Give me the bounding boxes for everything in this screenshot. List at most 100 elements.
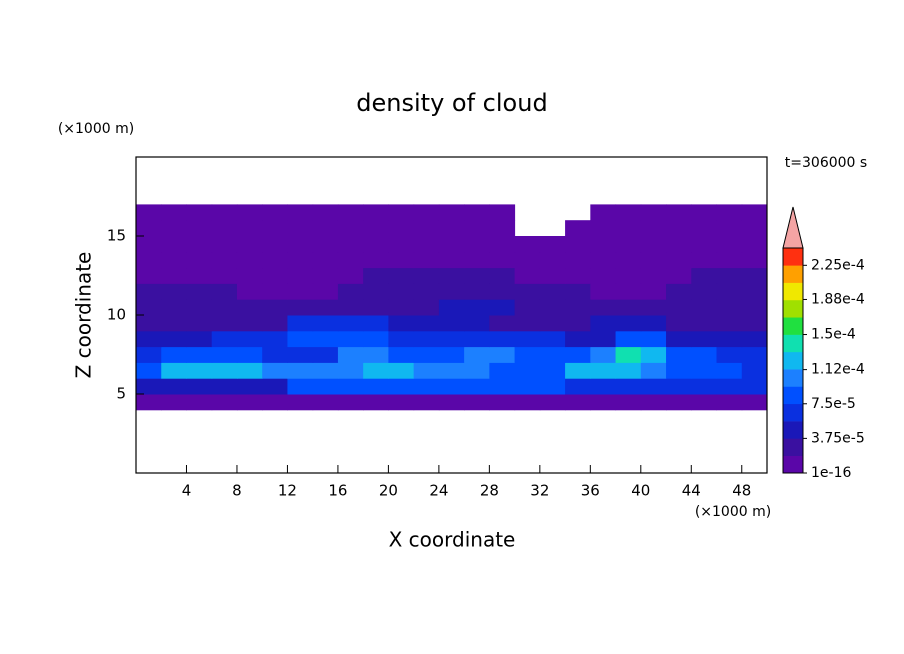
contour-cell bbox=[363, 204, 389, 221]
contour-cell bbox=[565, 220, 591, 237]
contour-cell bbox=[615, 283, 642, 300]
contour-cell bbox=[388, 330, 415, 348]
contour-cell bbox=[287, 362, 314, 379]
contour-cell bbox=[186, 220, 213, 237]
contour-cell bbox=[236, 267, 263, 284]
y-tick-label: 10 bbox=[107, 306, 126, 324]
contour-cell bbox=[211, 204, 238, 221]
contour-cell bbox=[211, 378, 238, 395]
contour-cell bbox=[388, 362, 415, 379]
contour-cell bbox=[186, 267, 213, 284]
contour-cell bbox=[413, 236, 440, 253]
contour-cell bbox=[514, 283, 541, 300]
contour-cell bbox=[388, 299, 415, 316]
contour-cell bbox=[565, 283, 591, 300]
contour-cell bbox=[539, 315, 566, 332]
contour-cell bbox=[413, 283, 440, 300]
contour-cell bbox=[741, 267, 768, 284]
contour-cell bbox=[136, 299, 162, 316]
contour-cell bbox=[438, 299, 465, 316]
contour-cell bbox=[514, 299, 541, 316]
chart-title: density of cloud bbox=[356, 89, 547, 117]
contour-cell bbox=[186, 283, 213, 300]
x-tick-label: 32 bbox=[530, 482, 549, 500]
contour-cell bbox=[615, 394, 642, 411]
contour-cell bbox=[312, 204, 339, 221]
contour-cell bbox=[363, 378, 389, 395]
contour-cell bbox=[236, 362, 263, 379]
contour-cell bbox=[464, 299, 490, 316]
contour-cell bbox=[211, 251, 238, 269]
contour-cell bbox=[514, 346, 541, 363]
contour-cell bbox=[640, 267, 667, 284]
contour-cell bbox=[236, 251, 263, 269]
contour-cell bbox=[514, 362, 541, 379]
contour-cell bbox=[186, 346, 213, 363]
contour-cell bbox=[337, 315, 364, 332]
contour-cell bbox=[161, 378, 187, 395]
contour-cell bbox=[640, 330, 667, 348]
contour-cell bbox=[741, 346, 768, 363]
contour-cell bbox=[464, 315, 490, 332]
contour-cell bbox=[741, 362, 768, 379]
contour-cell bbox=[590, 362, 617, 379]
contour-cell bbox=[363, 220, 389, 237]
contour-cell bbox=[464, 346, 490, 363]
contour-cell bbox=[716, 267, 743, 284]
contour-cell bbox=[691, 315, 718, 332]
contour-cell bbox=[438, 251, 465, 269]
contour-cell bbox=[539, 267, 566, 284]
contour-cell bbox=[236, 330, 263, 348]
contour-cell bbox=[741, 394, 768, 411]
colorbar-frame bbox=[782, 247, 804, 474]
contour-cell bbox=[236, 220, 263, 237]
contour-cell bbox=[186, 251, 213, 269]
contour-cell bbox=[262, 267, 288, 284]
contour-cell bbox=[565, 236, 591, 253]
contour-cell bbox=[464, 330, 490, 348]
contour-cell bbox=[413, 267, 440, 284]
contour-cell bbox=[312, 220, 339, 237]
contour-cell bbox=[363, 315, 389, 332]
contour-cell bbox=[312, 362, 339, 379]
contour-cell bbox=[666, 220, 692, 237]
contour-cell bbox=[413, 204, 440, 221]
contour-cell bbox=[211, 330, 238, 348]
contour-cell bbox=[186, 299, 213, 316]
contour-cell bbox=[287, 251, 314, 269]
contour-cell bbox=[539, 283, 566, 300]
contour-cell bbox=[312, 283, 339, 300]
contour-cell bbox=[186, 362, 213, 379]
contour-cell bbox=[363, 330, 389, 348]
contour-cell bbox=[186, 204, 213, 221]
contour-cell bbox=[211, 220, 238, 237]
contour-cell bbox=[363, 299, 389, 316]
y-tick-label: 15 bbox=[107, 227, 126, 245]
contour-cell bbox=[388, 346, 415, 363]
contour-cell bbox=[514, 251, 541, 269]
contour-cell bbox=[161, 346, 187, 363]
x-tick-label: 48 bbox=[732, 482, 751, 500]
contour-cell bbox=[161, 220, 187, 237]
contour-cell bbox=[539, 236, 566, 253]
contour-cell bbox=[337, 204, 364, 221]
y-tick-label: 5 bbox=[116, 385, 126, 403]
contour-cell bbox=[413, 220, 440, 237]
contour-cell bbox=[691, 236, 718, 253]
contour-cell bbox=[590, 267, 617, 284]
contour-cell bbox=[287, 346, 314, 363]
contour-cell bbox=[438, 315, 465, 332]
contour-cell bbox=[666, 362, 692, 379]
contour-cell bbox=[666, 251, 692, 269]
contour-cell bbox=[666, 299, 692, 316]
colorbar-band bbox=[783, 421, 803, 439]
contour-cell bbox=[363, 236, 389, 253]
contour-cell bbox=[640, 204, 667, 221]
contour-cell bbox=[615, 251, 642, 269]
colorbar-tick-label: 7.5e-5 bbox=[811, 396, 856, 412]
contour-cell bbox=[539, 378, 566, 395]
contour-cell bbox=[262, 378, 288, 395]
x-unit: (×1000 m) bbox=[695, 504, 771, 520]
contour-cell bbox=[590, 299, 617, 316]
